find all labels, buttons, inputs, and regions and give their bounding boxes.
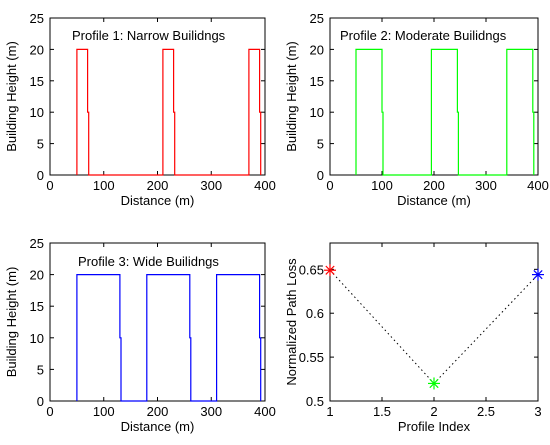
y-tick-label: 5: [37, 362, 44, 377]
y-tick-label: 0: [37, 394, 44, 409]
y-tick-label: 25: [30, 236, 44, 251]
y-axis-label: Building Height (m): [4, 41, 19, 152]
x-tick-label: 3: [534, 404, 541, 419]
x-tick-label: 0: [46, 404, 53, 419]
chart-title: Profile 3: Wide Builidngs: [78, 254, 219, 269]
plot-area-frame: [329, 17, 539, 176]
x-axis-label: Distance (m): [121, 193, 195, 208]
y-tick-label: 25: [30, 11, 44, 26]
y-tick-label: 20: [310, 42, 324, 57]
building-profile-line: [355, 48, 535, 176]
asterisk-marker: [532, 268, 544, 281]
y-tick-label: 5: [37, 137, 44, 152]
x-tick-label: 100: [93, 404, 115, 419]
x-tick-label: 400: [254, 404, 276, 419]
x-tick-label: 2: [430, 404, 437, 419]
chart-title: Profile 1: Narrow Builidngs: [72, 28, 226, 43]
x-tick-label: 1: [326, 404, 333, 419]
chart-panel-2: 0 100 200 300 400 0 5 10 15 20 25 Distance (m) Build…: [284, 11, 549, 208]
x-tick-label: 0: [46, 178, 53, 193]
y-axis-label: Building Height (m): [4, 267, 19, 378]
y-tick-label: 25: [310, 11, 324, 26]
x-axis-label: Distance (m): [121, 419, 195, 434]
plot-area-frame: [49, 17, 266, 176]
x-tick-label: 100: [371, 178, 393, 193]
chart-panel-1: 0 100 200 300 400 0 5 10 15 20 25 Distance (m) Build…: [4, 11, 276, 208]
chart-panel-4: 1 1.5 2 2.5 3 0.5 0.55 0.6 0.65 Profile Index Norm…: [284, 242, 544, 434]
x-tick-label: 300: [475, 178, 497, 193]
y-tick-label: 20: [30, 268, 44, 283]
y-tick-label: 15: [30, 74, 44, 89]
y-tick-label: 15: [310, 74, 324, 89]
x-tick-label: 2.5: [477, 404, 495, 419]
x-tick-label: 0: [326, 178, 333, 193]
x-tick-label: 300: [200, 404, 222, 419]
y-tick-label: 10: [30, 105, 44, 120]
y-tick-label: 0: [317, 168, 324, 183]
plot-area-frame: [49, 242, 266, 402]
asterisk-marker: [428, 377, 440, 390]
chart-panel-3: 0 100 200 300 400 0 5 10 15 20 25 Distance (m) Build…: [4, 236, 276, 434]
x-tick-label: 200: [147, 178, 169, 193]
y-tick-label: 0.5: [306, 394, 324, 409]
x-tick-label: 400: [527, 178, 549, 193]
building-profile-line: [76, 48, 262, 176]
y-tick-label: 0: [37, 168, 44, 183]
y-tick-label: 10: [310, 105, 324, 120]
x-tick-label: 1.5: [373, 404, 391, 419]
y-axis-label: Normalized Path Loss: [284, 258, 299, 386]
chart-title: Profile 2: Moderate Builidngs: [340, 28, 507, 43]
y-tick-label: 15: [30, 299, 44, 314]
x-axis-label: Profile Index: [398, 419, 471, 434]
x-tick-label: 300: [200, 178, 222, 193]
y-tick-label: 0.55: [299, 350, 324, 365]
y-tick-label: 5: [317, 137, 324, 152]
plot-area-frame: [329, 242, 539, 402]
y-tick-label: 10: [30, 331, 44, 346]
x-axis-label: Distance (m): [397, 193, 471, 208]
x-tick-label: 400: [254, 178, 276, 193]
x-tick-label: 200: [423, 178, 445, 193]
y-tick-label: 0.6: [306, 306, 324, 321]
y-tick-label: 0.65: [299, 262, 324, 277]
building-profile-line: [76, 274, 262, 402]
x-tick-label: 200: [147, 404, 169, 419]
asterisk-marker: [324, 264, 336, 277]
y-tick-label: 20: [30, 42, 44, 57]
y-axis-label: Building Height (m): [284, 41, 299, 152]
x-tick-label: 100: [93, 178, 115, 193]
